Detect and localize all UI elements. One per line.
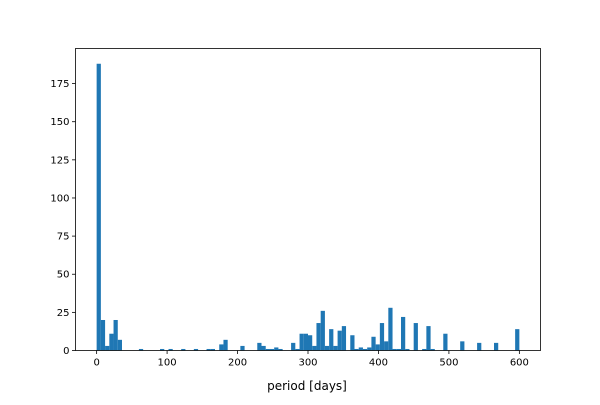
x-ticks: 0 100 200 300 400 500 600 [93, 350, 529, 369]
histogram-bar [430, 348, 435, 351]
bars-group [96, 63, 520, 351]
histogram-bar [219, 344, 224, 351]
histogram-bar [96, 63, 101, 351]
histogram-bar [240, 345, 245, 351]
x-tick-label: 300 [298, 358, 317, 369]
y-tick-label: 50 [57, 270, 70, 281]
histogram-bar [181, 348, 186, 351]
histogram-bar [477, 342, 482, 351]
histogram-bar [299, 333, 304, 351]
y-tick-label: 25 [57, 308, 70, 319]
histogram-bar [223, 339, 228, 351]
histogram-bar [413, 323, 418, 351]
x-tick-label: 0 [93, 358, 99, 369]
histogram-bar [295, 348, 300, 351]
histogram-bar [392, 348, 397, 351]
y-tick-label: 0 [63, 346, 69, 357]
histogram-bar [278, 348, 283, 351]
histogram-bar [308, 335, 313, 351]
y-tick-label: 175 [50, 79, 69, 90]
histogram-bar [443, 333, 448, 351]
histogram-bar [515, 329, 520, 351]
histogram-bar [274, 347, 279, 351]
histogram-bar [109, 333, 114, 351]
histogram-bar [105, 345, 110, 351]
histogram-bar [358, 347, 363, 351]
histogram-bar [337, 330, 342, 351]
y-tick-label: 125 [50, 155, 69, 166]
histogram-bar [265, 348, 270, 351]
histogram-bar [291, 342, 296, 351]
histogram-bar [367, 347, 372, 351]
histogram-bar [113, 319, 118, 351]
histogram-bar [388, 307, 393, 351]
histogram-bar [269, 348, 275, 351]
y-tick-label: 150 [50, 117, 69, 128]
histogram-bar [422, 348, 427, 351]
histogram-bar [426, 326, 431, 351]
x-tick-label: 200 [228, 358, 247, 369]
histogram-bar [329, 329, 334, 351]
histogram-bar [257, 342, 262, 351]
y-tick-label: 100 [50, 193, 69, 204]
histogram-bar [494, 342, 499, 351]
histogram-bar [100, 319, 106, 351]
histogram-bar [168, 348, 173, 351]
histogram-bar [354, 348, 359, 351]
x-tick-label: 500 [439, 358, 458, 369]
histogram-bar [460, 341, 465, 351]
histogram-bar [396, 348, 401, 351]
x-tick-label: 600 [510, 358, 529, 369]
histogram-bar [405, 348, 410, 351]
histogram-bar [371, 336, 376, 351]
x-tick-label: 400 [369, 358, 388, 369]
histogram-bar [210, 348, 215, 351]
histogram-bar [312, 345, 317, 351]
axes-frame [75, 48, 541, 351]
histogram-bar [324, 345, 330, 351]
histogram-bar [401, 316, 406, 351]
histogram-bar [341, 326, 347, 351]
histogram-bar [138, 348, 144, 351]
histogram-bar [261, 345, 266, 351]
x-axis-label: period [days] [267, 379, 347, 393]
histogram-bar [350, 335, 355, 351]
histogram-bar [206, 348, 211, 351]
histogram-bar [362, 348, 368, 351]
histogram-bar [303, 333, 308, 351]
histogram-bar [333, 345, 338, 351]
histogram-bar [384, 341, 389, 351]
x-tick-label: 100 [158, 358, 177, 369]
histogram-bar [316, 323, 321, 351]
y-tick-label: 75 [57, 232, 70, 243]
histogram-bar [375, 344, 380, 351]
y-ticks: 0 25 50 75 100 125 150 175 [50, 79, 76, 357]
histogram-bar [193, 348, 199, 351]
histogram-bar [117, 339, 122, 351]
histogram-bar [320, 310, 325, 351]
histogram-bar [379, 323, 385, 351]
histogram-bar [160, 348, 165, 351]
